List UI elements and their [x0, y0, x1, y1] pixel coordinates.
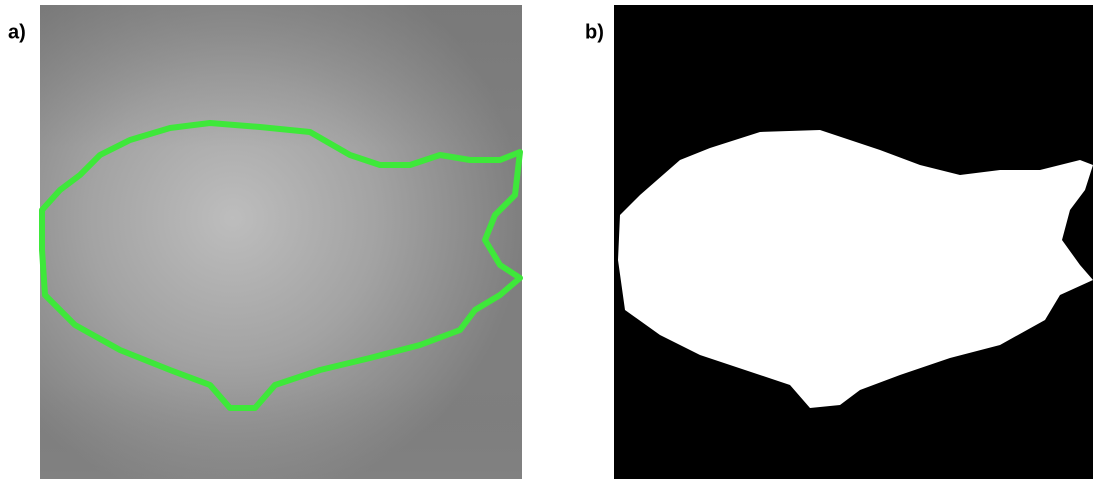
panel-a [40, 5, 522, 479]
image-shading [40, 5, 522, 479]
panel-label: a) [8, 21, 26, 43]
panel-label: b) [585, 21, 604, 43]
panel-b [614, 5, 1093, 479]
figure: a) b) [0, 0, 1093, 479]
